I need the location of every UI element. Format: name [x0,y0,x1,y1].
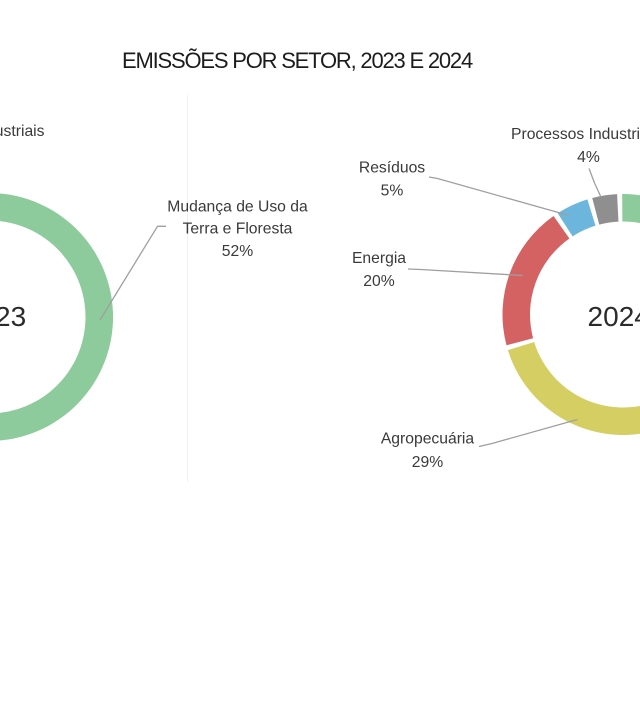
svg-text:2023: 2023 [0,301,26,332]
svg-text:2024: 2024 [588,301,640,332]
svg-text:EMISSÕES POR SETOR, 2023 E 202: EMISSÕES POR SETOR, 2023 E 2024 [122,48,473,73]
svg-text:Mudança de Uso da: Mudança de Uso da [167,199,308,216]
svg-text:20%: 20% [363,273,394,290]
svg-text:Energia: Energia [352,250,406,267]
svg-text:Agropecuária: Agropecuária [381,431,475,448]
svg-text:Processos Industriais: Processos Industriais [0,123,45,140]
svg-text:4%: 4% [577,149,600,166]
svg-text:29%: 29% [412,454,443,471]
svg-text:5%: 5% [381,183,404,200]
svg-text:Resíduos: Resíduos [359,160,425,177]
svg-text:52%: 52% [222,243,253,260]
svg-text:Terra e Floresta: Terra e Floresta [183,221,293,238]
svg-text:Processos Industriais: Processos Industriais [511,126,640,143]
